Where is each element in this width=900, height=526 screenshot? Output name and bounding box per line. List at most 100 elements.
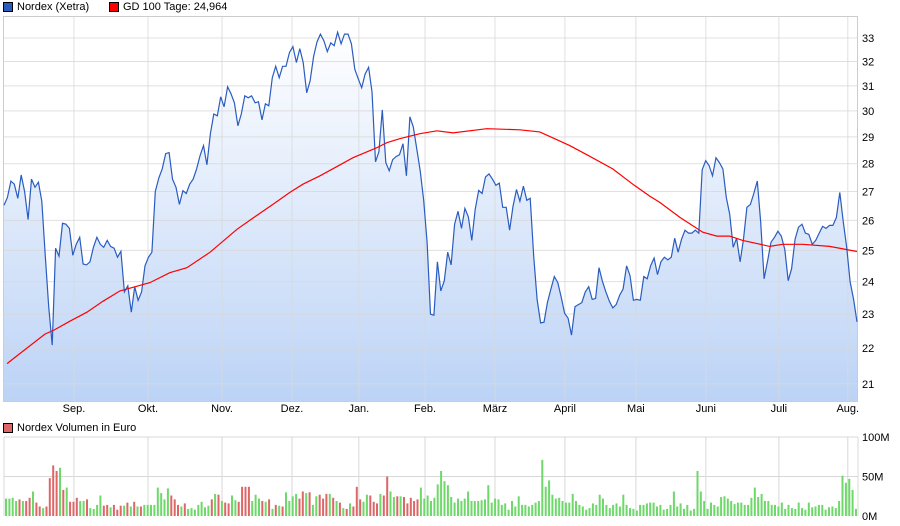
volume-tick-label: 0M	[862, 511, 877, 523]
volume-bar	[801, 508, 803, 516]
volume-bar	[490, 502, 493, 516]
volume-bar	[183, 503, 186, 516]
volume-bar	[453, 502, 456, 516]
volume-bar	[288, 501, 291, 516]
volume-bar	[180, 506, 183, 516]
volume-bar	[662, 509, 665, 516]
volume-bar	[811, 507, 814, 516]
y-tick-label: 27	[862, 187, 874, 199]
volume-bar	[436, 484, 439, 516]
volume-bar	[136, 506, 139, 516]
y-tick-label: 26	[862, 215, 874, 227]
volume-bar	[301, 491, 304, 516]
volume-bar	[591, 503, 594, 516]
volume-bar	[477, 501, 480, 516]
volume-bar	[268, 499, 271, 516]
volume-bar	[89, 508, 92, 516]
volume-bar	[214, 493, 217, 516]
price-area	[4, 32, 857, 401]
volume-bar	[112, 504, 115, 516]
volume-bar	[575, 501, 577, 516]
volume-bar	[534, 502, 537, 516]
volume-bar	[126, 502, 129, 516]
volume-bar	[740, 502, 743, 516]
volume-bar	[160, 493, 163, 516]
x-tick-label: Feb.	[414, 403, 436, 415]
volume-bar	[25, 501, 28, 516]
volume-bar	[517, 496, 520, 517]
y-tick-label: 28	[862, 159, 874, 171]
volume-bar	[153, 504, 156, 516]
volume-bar	[318, 494, 321, 516]
volume-bar	[568, 502, 571, 516]
volume-bar	[625, 504, 628, 516]
volume-bar	[757, 497, 760, 516]
volume-bar	[173, 499, 176, 516]
volume-bar	[710, 502, 712, 516]
volume-bar	[797, 502, 800, 516]
volume-bar	[470, 501, 473, 516]
x-tick-label: März	[483, 403, 507, 415]
volume-bar	[780, 502, 783, 516]
volume-bar	[345, 508, 348, 516]
volume-bar	[598, 494, 601, 516]
volume-bar	[18, 499, 21, 516]
volume-bar	[298, 498, 301, 516]
volume-bar	[59, 467, 61, 516]
legend-moving-average: GD 100 Tage: 24,964	[109, 0, 227, 14]
volume-bar	[5, 498, 7, 516]
volume-bar	[291, 496, 294, 517]
volume-bar	[511, 501, 513, 516]
y-tick-label: 25	[862, 245, 874, 257]
volume-bar	[392, 497, 395, 516]
volume-bar	[622, 494, 625, 516]
volume-bar	[484, 499, 486, 516]
volume-bar	[355, 486, 358, 516]
volume-bar	[838, 501, 841, 516]
volume-bar	[581, 506, 584, 516]
volume-bar	[396, 496, 399, 517]
volume-bar	[743, 504, 746, 516]
volume-bar	[642, 504, 645, 516]
volume-bar	[254, 494, 257, 516]
volume-bar	[649, 502, 652, 516]
x-tick-label: Nov.	[211, 403, 233, 415]
volume-bar	[102, 505, 105, 516]
volume-bar	[672, 491, 675, 516]
volume-bar	[190, 508, 193, 516]
volume-bar	[92, 508, 95, 516]
volume-bar	[753, 487, 756, 516]
volume-bar	[349, 503, 351, 516]
volume-bar	[21, 501, 24, 516]
volume-bar	[251, 501, 254, 516]
volume-bar	[524, 504, 527, 516]
volume-bar	[143, 504, 146, 516]
volume-bar	[841, 475, 844, 516]
volume-bar	[817, 504, 820, 516]
volume-bar	[558, 497, 561, 516]
volume-bar	[605, 504, 608, 516]
legend-volume-label: Nordex Volumen in Euro	[17, 422, 137, 434]
volume-bar	[595, 504, 598, 516]
volume-bar	[807, 502, 810, 516]
volume-bar	[241, 486, 244, 516]
volume-bar	[527, 506, 530, 516]
volume-bar	[666, 508, 669, 516]
volume-bar	[285, 492, 287, 516]
volume-bar	[541, 459, 544, 516]
volume-bar	[372, 501, 375, 516]
volume-bar	[227, 503, 230, 516]
volume-bar	[767, 501, 770, 516]
volume-bar	[322, 498, 325, 516]
volume-bar	[237, 501, 240, 516]
volume-bar	[750, 497, 753, 516]
volume-bar	[794, 508, 797, 516]
volume-bar	[500, 504, 503, 516]
volume-bar	[352, 506, 355, 516]
x-tick-label: April	[554, 403, 576, 415]
volume-bar	[399, 496, 402, 517]
ma-swatch-icon	[109, 2, 119, 12]
volume-bar	[311, 504, 314, 516]
y-tick-label: 30	[862, 106, 874, 118]
